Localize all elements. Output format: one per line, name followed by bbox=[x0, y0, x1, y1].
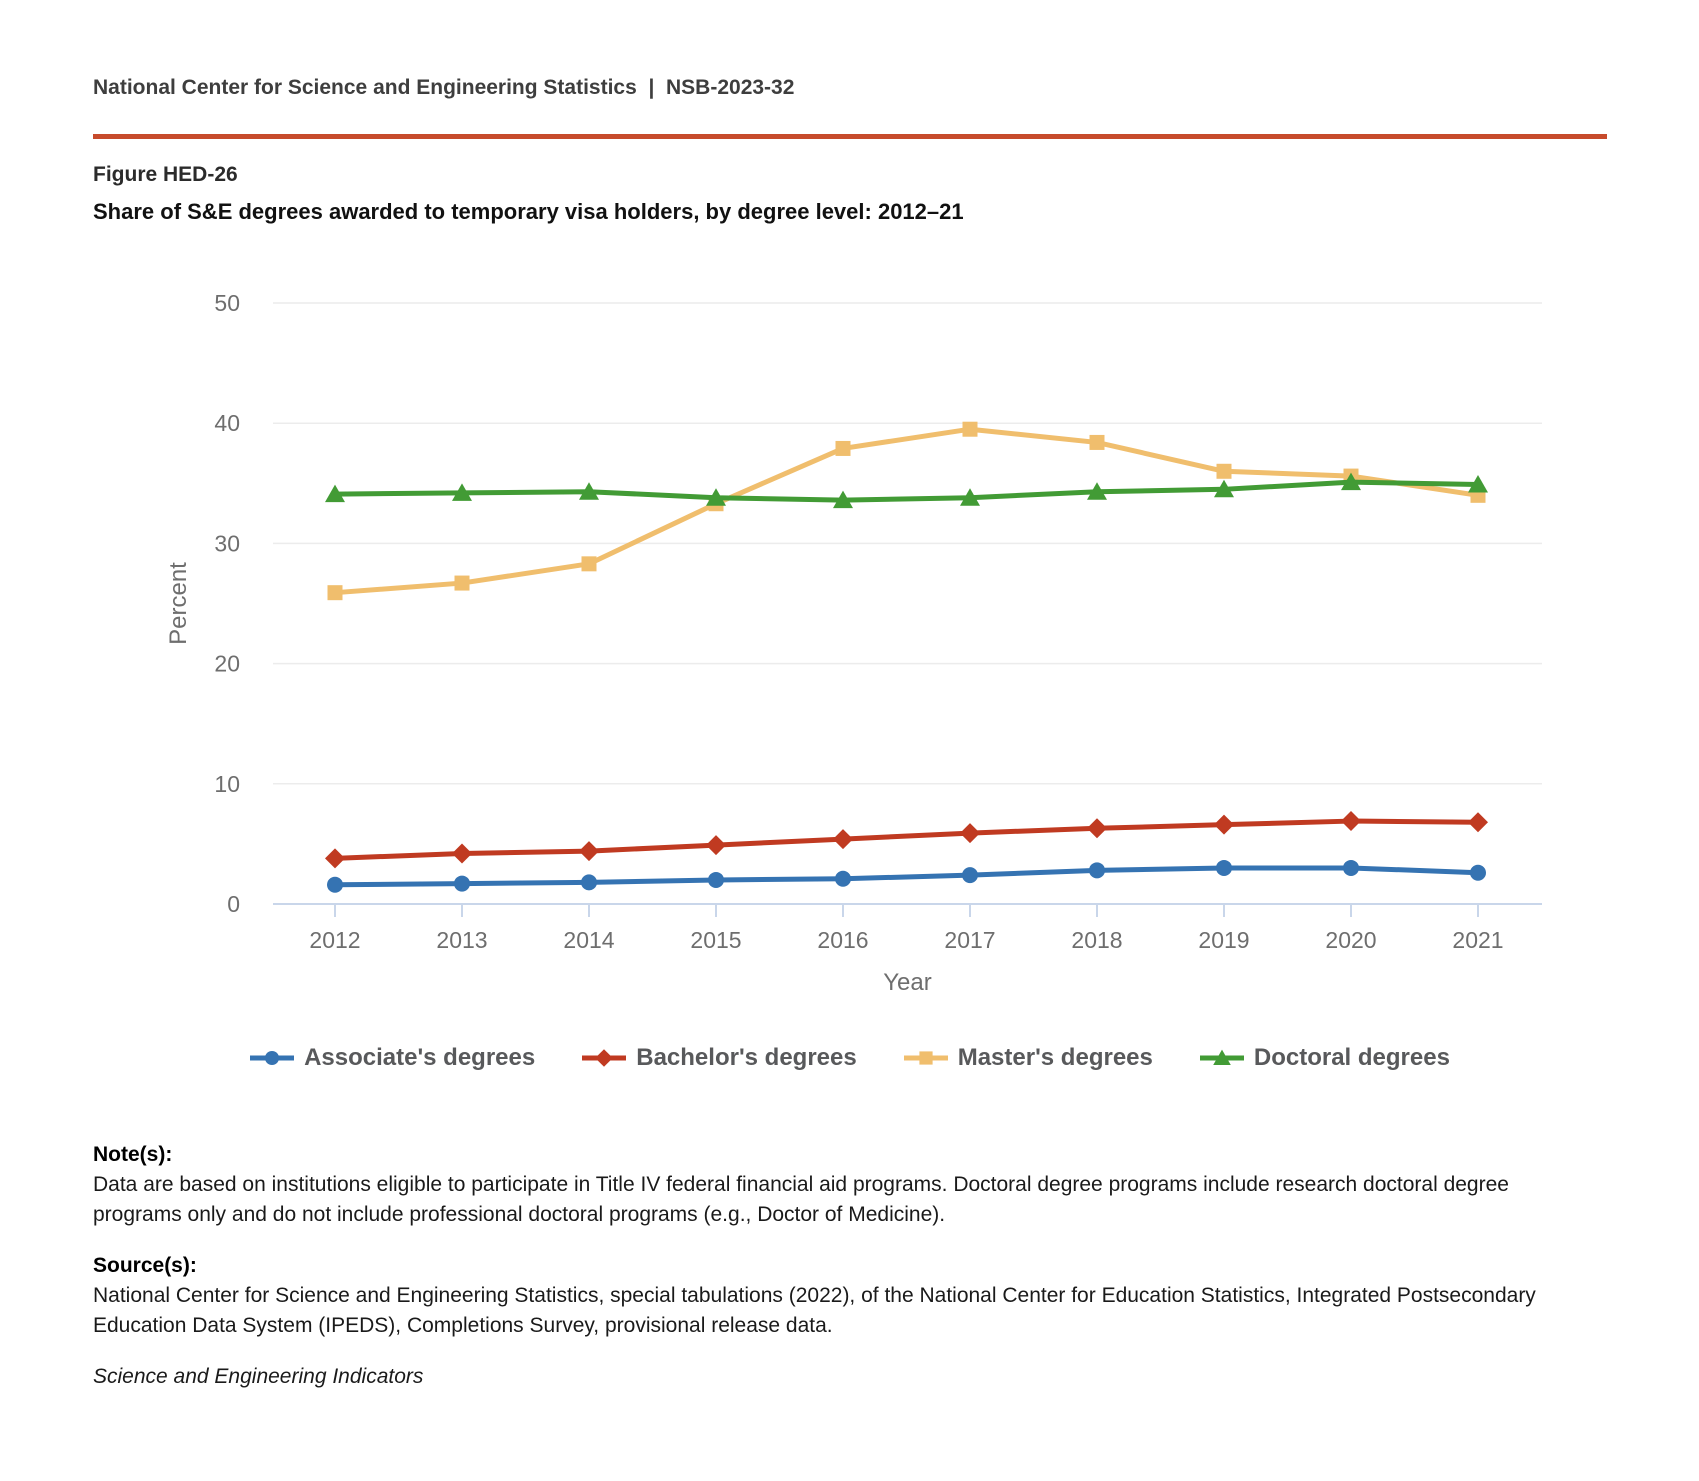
x-tick-label: 2017 bbox=[944, 927, 995, 953]
data-point-marker bbox=[1216, 463, 1232, 479]
notes-section: Note(s): Data are based on institutions … bbox=[93, 1140, 1563, 1392]
x-tick-label: 2018 bbox=[1071, 927, 1122, 953]
data-point-marker bbox=[581, 556, 597, 572]
attribution: Science and Engineering Indicators bbox=[93, 1365, 424, 1388]
chart-legend: Associate's degrees Bachelor's degrees Mas… bbox=[0, 1044, 1699, 1072]
data-point-marker bbox=[960, 488, 980, 506]
series-line bbox=[332, 479, 1481, 503]
data-point-marker bbox=[325, 484, 345, 503]
figure-label: Figure HED-26 bbox=[93, 163, 238, 186]
legend-marker-shape bbox=[1213, 1049, 1231, 1066]
data-point-marker bbox=[581, 874, 597, 891]
legend-label: Master's degrees bbox=[957, 1044, 1153, 1071]
data-point-marker bbox=[1216, 859, 1232, 876]
y-tick-label: 40 bbox=[214, 410, 240, 436]
data-point-marker bbox=[1341, 811, 1361, 832]
diamond-legend-marker-icon bbox=[582, 1049, 627, 1067]
y-tick-label: 20 bbox=[214, 651, 240, 677]
data-point-marker bbox=[1214, 479, 1234, 498]
x-tick-label: 2021 bbox=[1452, 927, 1503, 953]
data-point-marker bbox=[1468, 812, 1488, 833]
data-point-marker bbox=[1341, 472, 1361, 491]
series-line bbox=[332, 865, 1481, 888]
data-point-marker bbox=[706, 488, 726, 506]
data-point-marker bbox=[835, 440, 851, 456]
y-tick-label: 30 bbox=[214, 530, 240, 556]
series-line bbox=[332, 818, 1481, 861]
notes-text: Data are based on institutions eligible … bbox=[93, 1173, 1509, 1226]
legend-marker-shape bbox=[265, 1050, 280, 1066]
data-point-marker bbox=[1468, 475, 1488, 493]
x-tick-label: 2015 bbox=[690, 927, 741, 953]
report-header: National Center for Science and Engineer… bbox=[93, 76, 795, 99]
data-point-marker bbox=[454, 575, 470, 591]
data-point-marker bbox=[960, 823, 980, 844]
data-point-marker bbox=[833, 829, 853, 850]
y-tick-label: 0 bbox=[227, 891, 240, 917]
legend-label: Bachelor's degrees bbox=[636, 1044, 857, 1071]
data-point-marker bbox=[325, 848, 345, 869]
x-axis-title: Year bbox=[883, 969, 932, 996]
legend-label: Associate's degrees bbox=[304, 1044, 536, 1071]
data-point-marker bbox=[1087, 818, 1107, 839]
data-point-marker bbox=[579, 482, 599, 500]
x-tick-label: 2014 bbox=[563, 927, 614, 953]
line-chart: 0 10 20 30 40 50 2012 2013 2014 2015 2016 2017 2018 2… bbox=[165, 290, 1542, 996]
data-point-marker bbox=[454, 875, 470, 892]
legend-label: Doctoral degrees bbox=[1253, 1044, 1450, 1071]
data-point-marker bbox=[1343, 859, 1359, 876]
x-tick-label: 2019 bbox=[1198, 927, 1249, 953]
sources-label: Source(s): bbox=[93, 1254, 197, 1277]
divider-rule bbox=[93, 134, 1607, 139]
data-point-marker bbox=[579, 841, 599, 862]
sources-text: National Center for Science and Engineer… bbox=[93, 1284, 1536, 1337]
legend-item: Associate's degrees bbox=[249, 1044, 535, 1072]
data-point-marker bbox=[452, 843, 472, 864]
data-point-marker bbox=[1214, 814, 1234, 835]
y-axis-title: Percent bbox=[165, 562, 192, 645]
data-point-marker bbox=[1089, 434, 1105, 450]
legend-item: Bachelor's degrees bbox=[581, 1044, 857, 1072]
legend-marker-shape bbox=[919, 1051, 933, 1065]
x-tick-label: 2012 bbox=[309, 927, 360, 953]
triangle-legend-marker-icon bbox=[1199, 1049, 1244, 1066]
x-tick-label: 2013 bbox=[436, 927, 487, 953]
data-point-marker bbox=[1470, 864, 1486, 881]
data-point-marker bbox=[706, 835, 726, 856]
legend-marker-shape bbox=[595, 1049, 614, 1067]
data-point-marker bbox=[962, 867, 978, 884]
data-point-marker bbox=[1089, 862, 1105, 879]
legend-item: Master's degrees bbox=[903, 1044, 1153, 1072]
chart-title: Share of S&E degrees awarded to temporar… bbox=[93, 199, 964, 224]
data-point-marker bbox=[962, 421, 978, 437]
x-tick-label: 2016 bbox=[817, 927, 868, 953]
data-point-marker bbox=[327, 876, 343, 893]
data-point-marker bbox=[708, 871, 724, 888]
y-tick-label: 50 bbox=[214, 290, 240, 316]
legend-item: Doctoral degrees bbox=[1199, 1044, 1450, 1072]
notes-label: Note(s): bbox=[93, 1143, 173, 1166]
y-tick-label: 10 bbox=[214, 771, 240, 797]
data-point-marker bbox=[327, 585, 343, 601]
series-line bbox=[332, 426, 1481, 596]
square-legend-marker-icon bbox=[903, 1051, 948, 1065]
data-point-marker bbox=[833, 490, 853, 509]
data-point-marker bbox=[1087, 482, 1107, 500]
circle-legend-marker-icon bbox=[250, 1050, 295, 1066]
data-point-marker bbox=[452, 483, 472, 501]
x-tick-label: 2020 bbox=[1325, 927, 1376, 953]
data-point-marker bbox=[835, 870, 851, 887]
